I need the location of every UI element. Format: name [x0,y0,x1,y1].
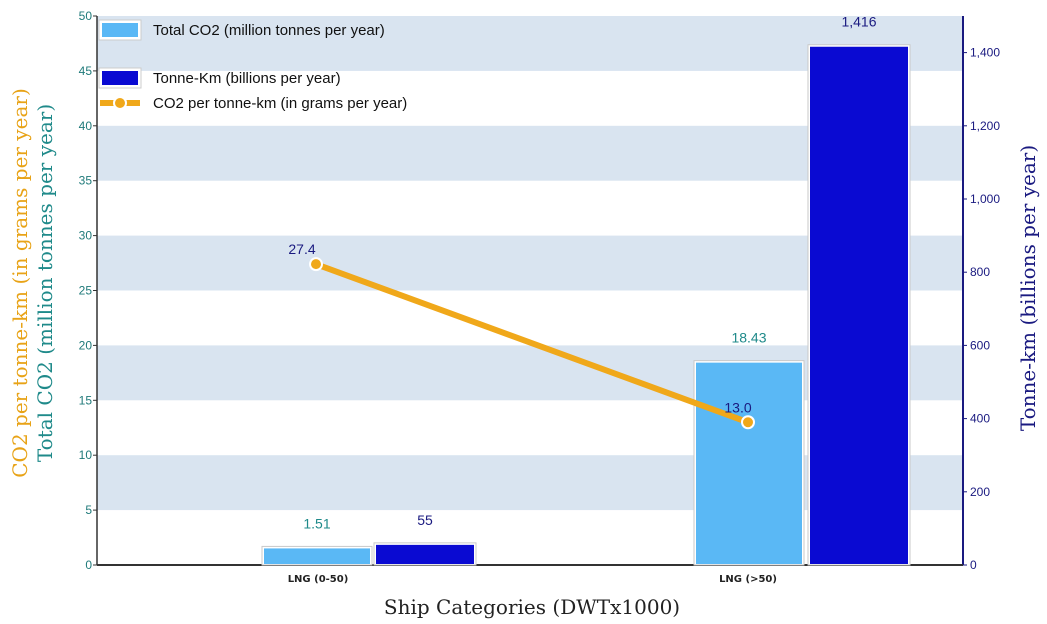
right-tick-label: 600 [970,338,990,352]
legend: Total CO2 (million tonnes per year) Tonne… [98,19,407,112]
left-tick-label: 25 [79,284,93,298]
bar-tonne-km-label: 55 [417,512,433,528]
bar-total-co2-label: 18.43 [731,330,766,346]
right-tick-label: 1,200 [970,119,1000,133]
bar-tonne-km-label: 1,416 [841,14,876,30]
legend-swatch-total-co2 [102,23,138,37]
right-tick-label: 800 [970,265,990,279]
right-tick-label: 1,000 [970,192,1000,206]
bar-total-co2 [696,362,802,564]
left-tick-label: 50 [79,9,93,23]
left-tick-label: 10 [79,448,93,462]
line-series [309,257,755,430]
left-tick-label: 40 [79,119,93,133]
data-labels: 1.51 18.43 55 1,416 27.4 13.0 [288,14,876,532]
x-axis-title: Ship Categories (DWTx1000) [384,595,680,619]
left-tick-label: 15 [79,393,93,407]
legend-swatch-point [113,96,127,110]
x-category-label: LNG (0-50) [288,574,349,585]
co2-per-tonne-km-line [313,261,751,426]
right-tick-label: 200 [970,485,990,499]
bars [261,44,911,566]
y-axis-title-left-2: Total CO2 (million tonnes per year) [33,104,57,462]
bar-tonne-km [810,46,908,564]
y-axis-title-left-1: CO2 per tonne-km (in grams per year) [8,88,32,478]
left-tick-label: 30 [79,229,93,243]
legend-label: Total CO2 (million tonnes per year) [153,22,385,39]
bar-total-co2-label: 1.51 [303,515,330,531]
co2-per-tonne-km-point [309,257,323,272]
bar-tonne-km [376,544,474,564]
left-tick-label: 35 [79,174,93,188]
left-tick-label: 0 [85,558,92,572]
legend-label: Tonne-Km (billions per year) [153,70,341,87]
legend-swatch-tonne-km [102,71,138,85]
co2-per-tonne-km-label: 27.4 [288,241,315,257]
legend-label: CO2 per tonne-km (in grams per year) [153,95,407,112]
bar-total-co2 [264,548,370,564]
left-tick-label: 5 [85,503,92,517]
right-tick-label: 0 [970,558,977,572]
y-axis-title-right: Tonne-km (billions per year) [1016,145,1040,431]
axes: 0 5 10 15 20 25 30 35 40 45 50 0 200 400 600 800 1,000 1,… [79,9,1001,585]
left-tick-label: 20 [79,338,93,352]
left-tick-label: 45 [79,64,93,78]
right-tick-label: 1,400 [970,46,1000,60]
co2-per-tonne-km-point [741,415,755,430]
x-category-label: LNG (>50) [719,574,777,585]
co2-per-tonne-km-label: 13.0 [724,399,751,415]
right-tick-label: 400 [970,412,990,426]
